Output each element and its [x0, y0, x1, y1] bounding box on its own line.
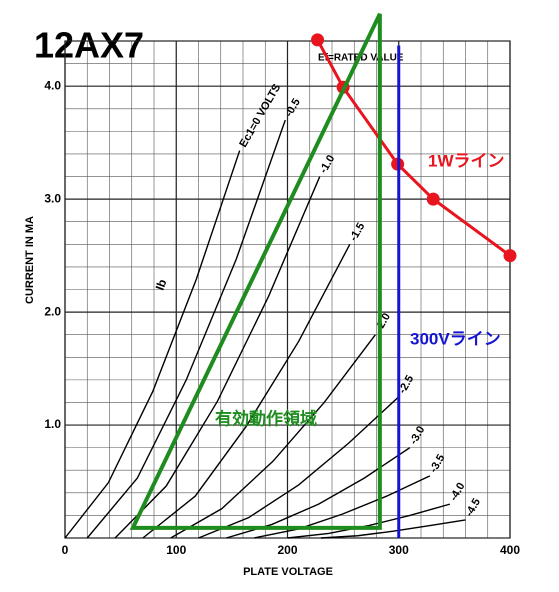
region — [129, 13, 382, 530]
marker — [426, 192, 440, 206]
y-tick-label: 2.0 — [44, 304, 61, 318]
x-tick-label: 100 — [166, 543, 186, 557]
x-tick-label: 0 — [62, 543, 69, 557]
x-tick-label: 400 — [500, 543, 520, 557]
curve — [253, 475, 431, 539]
curve — [170, 334, 376, 539]
curve — [64, 150, 241, 539]
chart-title: 12AX7 — [34, 25, 144, 66]
curve — [287, 503, 451, 539]
y-tick-label: 4.0 — [44, 78, 61, 92]
curve — [320, 519, 466, 539]
curve — [86, 119, 286, 539]
overlay-label: 1Wライン — [428, 151, 505, 170]
y-tick-label: 3.0 — [44, 191, 61, 205]
x-axis-label: PLATE VOLTAGE — [243, 566, 333, 578]
annotation: Ib — [153, 277, 170, 292]
y-tick-label: 1.0 — [44, 417, 61, 431]
overlay-label: 有効動作領域 — [215, 408, 317, 428]
x-tick-label: 200 — [277, 543, 297, 557]
curve — [142, 243, 351, 539]
marker — [503, 249, 517, 263]
marker — [311, 33, 325, 47]
curve — [114, 176, 321, 539]
annotation: Ef=RATED VALUE — [318, 53, 404, 64]
y-axis-label: CURRENT IN MA — [24, 216, 36, 304]
curve — [198, 396, 400, 539]
overlay-label: 300Vライン — [410, 329, 501, 348]
x-tick-label: 300 — [389, 543, 409, 557]
